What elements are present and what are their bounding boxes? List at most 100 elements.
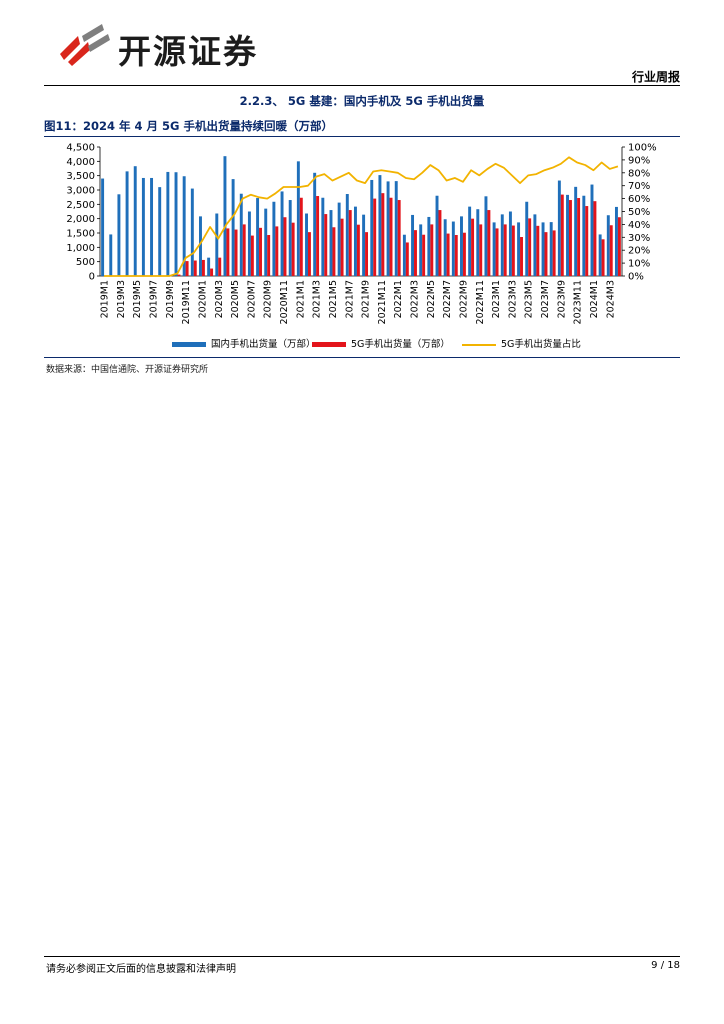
x-tick-label: 2023M5 <box>524 280 535 318</box>
bar-5g <box>307 232 311 276</box>
bar-total <box>419 224 423 276</box>
bar-5g <box>356 224 360 276</box>
bar-5g <box>454 235 458 276</box>
x-tick-label: 2019M7 <box>149 280 160 318</box>
bar-total <box>427 216 431 276</box>
figure-top-divider <box>44 136 680 137</box>
y-tick-label-right: 40% <box>628 220 650 231</box>
bar-5g <box>299 197 303 276</box>
bar-total <box>574 186 578 276</box>
x-tick-label: 2022M7 <box>442 280 453 318</box>
bar-5g <box>495 228 499 276</box>
bar-5g <box>552 230 556 276</box>
bar-total <box>239 193 243 276</box>
bar-total <box>264 208 268 276</box>
bar-5g <box>503 224 507 276</box>
x-tick-label: 2023M1 <box>491 280 502 318</box>
bar-5g <box>365 232 369 276</box>
x-tick-label: 2019M9 <box>165 280 176 318</box>
x-tick-label: 2021M7 <box>344 280 355 318</box>
company-name: 开源证券 <box>118 32 258 71</box>
bar-5g <box>218 257 222 276</box>
legend-label-total: 国内手机出货量（万部） <box>211 339 316 350</box>
x-tick-label: 2020M3 <box>214 280 225 318</box>
bar-5g <box>536 225 540 276</box>
y-tick-label-right: 10% <box>628 259 650 270</box>
bar-total <box>174 172 178 276</box>
bar-5g <box>234 229 238 276</box>
y-tick-label-left: 4,000 <box>66 157 95 168</box>
bar-5g <box>577 198 581 276</box>
bar-5g <box>430 224 434 276</box>
y-tick-label-right: 60% <box>628 194 650 205</box>
shipment-chart: 0 500 1,000 1,500 2,000 2,500 3,000 3,500 4,000 4… <box>66 143 656 325</box>
y-tick-label-left: 500 <box>76 257 95 268</box>
x-tick-label: 2020M7 <box>246 280 257 318</box>
bar-total <box>614 206 618 276</box>
bar-5g <box>201 259 205 276</box>
x-tick-label: 2024M3 <box>605 280 616 318</box>
x-tick-label: 2024M1 <box>589 280 600 318</box>
bar-5g <box>259 227 262 276</box>
bar-total <box>125 171 129 276</box>
y-tick-label-right: 100% <box>628 143 657 154</box>
bar-5g <box>291 222 295 276</box>
x-tick-label: 2021M1 <box>295 280 306 318</box>
bar-total <box>272 201 276 276</box>
y-tick-label-right: 50% <box>628 207 650 218</box>
bar-total <box>141 177 145 276</box>
bar-total <box>280 191 284 276</box>
y-tick-label-right: 30% <box>628 233 650 244</box>
bar-total <box>231 179 235 276</box>
bar-5g <box>324 214 328 276</box>
bar-5g <box>471 218 475 276</box>
x-tick-label: 2023M9 <box>556 280 567 318</box>
bar-total <box>557 180 561 276</box>
bar-5g <box>438 210 442 276</box>
bar-5g <box>544 232 548 276</box>
x-tick-label: 2019M1 <box>100 280 111 318</box>
figure-title: 图11：2024 年 4 月 5G 手机出货量持续回暖（万部） <box>44 119 333 133</box>
chart-tick-labels: 0 500 1,000 1,500 2,000 2,500 3,000 3,500 4,000 4… <box>66 143 656 325</box>
y-tick-label-right: 0% <box>628 272 644 283</box>
x-tick-label: 2020M9 <box>263 280 274 318</box>
bar-5g <box>348 210 352 276</box>
bar-total <box>288 200 292 276</box>
bar-5g <box>250 235 254 276</box>
bar-5g <box>316 196 320 276</box>
bar-total <box>606 215 610 276</box>
legend-swatch-share <box>462 343 496 346</box>
bar-total <box>500 214 504 276</box>
bar-total <box>468 206 472 276</box>
bar-total <box>182 176 186 276</box>
bar-total <box>166 171 170 276</box>
bar-total <box>247 211 251 276</box>
bar-5g <box>585 206 589 276</box>
bar-total <box>402 234 406 276</box>
company-logo: 开源证券 <box>58 22 288 71</box>
x-tick-label: 2020M11 <box>279 280 290 324</box>
x-tick-label: 2021M5 <box>328 280 339 318</box>
bar-total <box>337 202 341 276</box>
bar-5g <box>414 230 417 276</box>
bar-total <box>476 209 480 276</box>
y-tick-label-left: 1,000 <box>66 243 95 254</box>
bar-5g <box>332 227 336 276</box>
bar-total <box>223 156 227 276</box>
y-tick-label-left: 4,500 <box>66 143 95 154</box>
x-tick-label: 2019M3 <box>116 280 127 318</box>
bar-total <box>541 222 545 276</box>
x-tick-label: 2021M9 <box>361 280 372 318</box>
legend-item-5g: 5G手机出货量（万部） <box>312 336 450 350</box>
y-tick-label-right: 70% <box>628 181 650 192</box>
bar-5g <box>193 260 197 276</box>
bar-5g <box>389 197 393 276</box>
bar-5g <box>373 198 377 276</box>
bar-5g <box>593 201 597 276</box>
bar-5g <box>177 274 181 276</box>
x-tick-label: 2020M1 <box>197 280 208 318</box>
chart-legend: 国内手机出货量（万部） 5G手机出货量（万部） 5G手机出货量占比 <box>44 336 680 350</box>
x-tick-label: 2023M11 <box>573 280 584 324</box>
y-tick-label-right: 80% <box>628 168 650 179</box>
y-tick-label-left: 0 <box>89 272 95 283</box>
